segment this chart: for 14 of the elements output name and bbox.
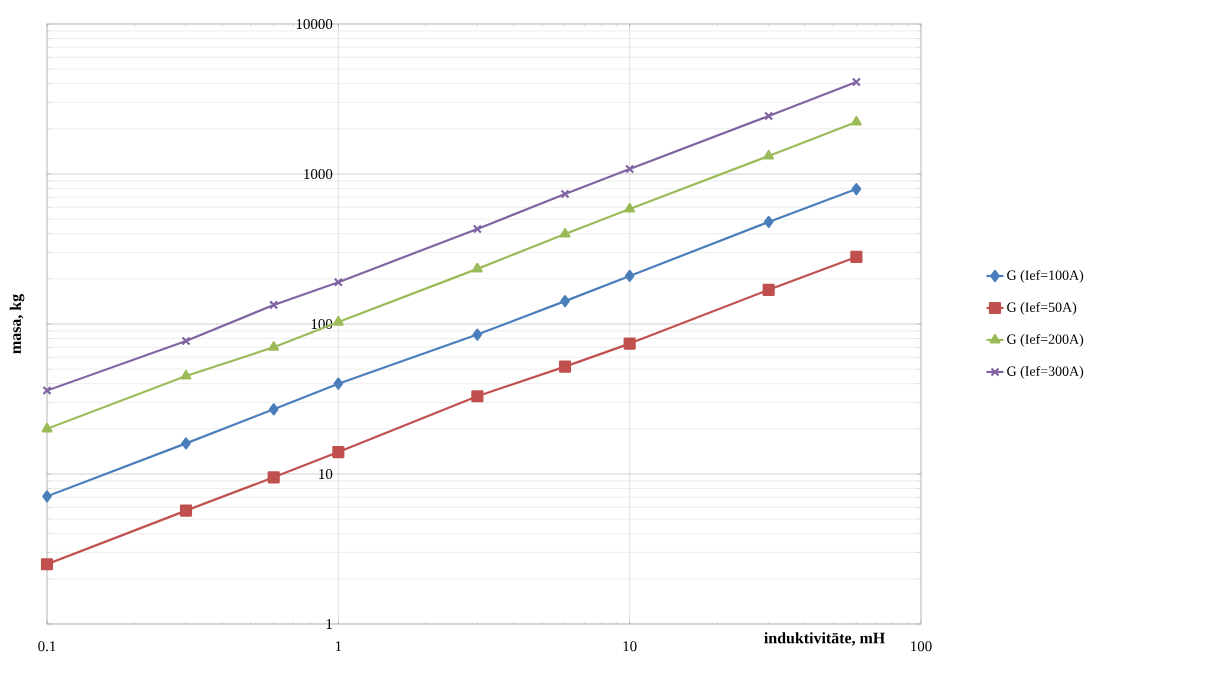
y-tick-label: 1000 [304, 168, 333, 180]
legend-label: G (Ief=50A) [1007, 301, 1077, 315]
y-tick-label: 10000 [296, 18, 333, 30]
legend-label: G (Ief=100A) [1007, 269, 1084, 283]
x-tick-label: 100 [911, 641, 932, 652]
y-tick-label: 1 [326, 619, 332, 629]
y-axis-title: masa, kg [9, 294, 25, 354]
y-tick-label: 10 [319, 468, 333, 480]
x-axis-title: induktivitāte, mH [764, 632, 885, 646]
x-tick-label: 10 [623, 641, 637, 652]
x-tick-label: 1 [335, 641, 342, 652]
legend-label: G (Ief=300A) [1007, 365, 1084, 379]
legend-label: G (Ief=200A) [1007, 333, 1084, 347]
x-tick-label: 0.1 [38, 641, 56, 652]
